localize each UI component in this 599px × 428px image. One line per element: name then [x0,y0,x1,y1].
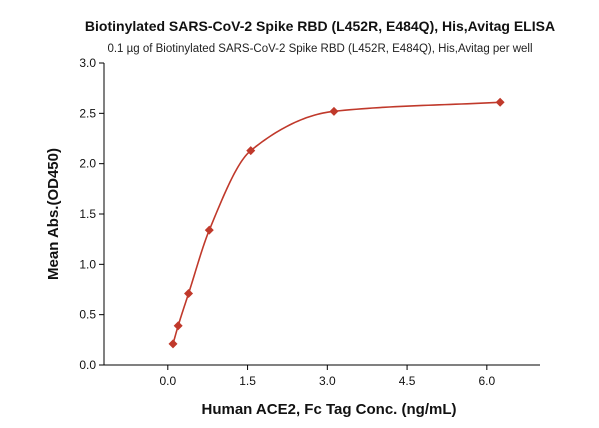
x-tick-label: 4.5 [399,374,416,388]
data-point-diamond [329,106,339,116]
chart-title: Biotinylated SARS-CoV-2 Spike RBD (L452R… [85,18,555,34]
x-tick-label: 6.0 [478,374,495,388]
y-tick-label: 1.0 [79,257,96,271]
y-tick-label: 1.5 [79,207,96,221]
data-point-diamond [495,97,505,107]
axes [103,63,540,366]
data-point-diamond [184,289,194,299]
y-tick-label: 2.5 [79,106,96,120]
y-tick-label: 0.5 [79,308,96,322]
y-tick-label: 2.0 [79,157,96,171]
chart-subtitle: 0.1 µg of Biotinylated SARS-CoV-2 Spike … [107,43,532,55]
data-points [168,97,505,349]
data-point-diamond [173,321,183,331]
data-point-diamond [246,146,256,156]
x-ticks: 0.0 1.5 3.0 4.5 6.0 [159,365,495,388]
y-ticks: 0.0 0.5 1.0 1.5 2.0 2.5 3.0 [79,56,104,372]
y-tick-label: 3.0 [79,56,96,70]
x-tick-label: 1.5 [239,374,256,388]
data-point-diamond [204,225,214,235]
data-point-diamond [168,339,178,349]
fit-curve [172,101,501,345]
x-tick-label: 0.0 [159,374,176,388]
y-axis-title: Mean Abs.(OD450) [45,148,62,280]
x-axis-title: Human ACE2, Fc Tag Conc. (ng/mL) [201,401,456,418]
y-tick-label: 0.0 [79,358,96,372]
x-tick-label: 3.0 [319,374,336,388]
